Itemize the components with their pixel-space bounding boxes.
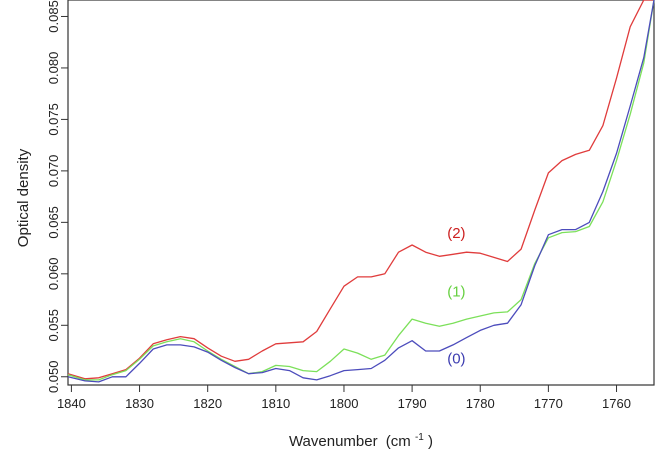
x-axis-title-unit-close: ) [428,433,433,450]
x-tick-label: 1760 [602,396,631,411]
series-line-1 [67,0,655,381]
series-labels: (2) (1) (0) [447,225,465,368]
x-tick-label: 1770 [534,396,563,411]
y-tick-label: 0.065 [46,206,61,239]
x-tick-label: 1830 [125,396,154,411]
x-tick-label: 1780 [466,396,495,411]
y-tick-label: 0.055 [46,309,61,342]
y-tick-label: 0.080 [46,52,61,85]
series-group [67,0,655,383]
series-line-2 [67,0,655,383]
series-line-0 [67,0,654,380]
y-tick-label: 0.050 [46,360,61,393]
y-tick-label: 0.070 [46,155,61,188]
y-tick-label: 0.060 [46,258,61,291]
x-axis-title-unit: (cm [386,433,411,450]
x-axis-title-name: Wavenumber [289,433,378,450]
x-axis-title-unit-exponent: -1 [415,432,424,443]
x-tick-label: 1800 [330,396,359,411]
y-axis-title: Optical density [15,148,32,247]
x-axis-title: Wavenumber (cm -1 ) [289,427,433,450]
y-tick-label: 0.085 [46,0,61,33]
series-label-0: (2) [447,225,465,242]
plot-frame [67,0,655,386]
x-tick-label: 1790 [398,396,427,411]
x-tick-label: 1840 [57,396,86,411]
x-tick-label: 1810 [261,396,290,411]
y-axis: 0.050 0.055 0.060 0.065 0.070 0.075 0.080 0.085 [46,0,68,393]
x-tick-label: 1820 [193,396,222,411]
x-axis: 1840 1830 1820 1810 1800 1790 1780 1770 1760 [57,385,631,411]
y-tick-label: 0.075 [46,103,61,136]
series-label-1: (1) [447,283,465,300]
series-label-2: (0) [447,350,465,367]
